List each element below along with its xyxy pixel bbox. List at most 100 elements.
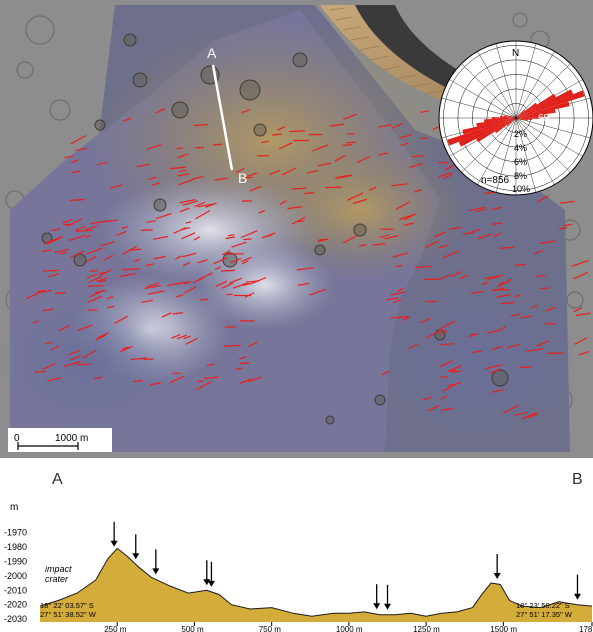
profile-arrowhead	[384, 603, 391, 610]
fracture-trace	[289, 130, 306, 133]
fracture-trace	[185, 221, 192, 224]
rose-petal	[484, 118, 516, 123]
fracture-trace	[409, 162, 423, 169]
rose-petal	[476, 118, 516, 127]
rose-ring-label-6: 6%	[514, 157, 527, 167]
fracture-trace	[428, 404, 440, 412]
fracture-trace	[380, 234, 389, 239]
fracture-trace	[192, 277, 204, 284]
fracture-trace	[291, 216, 306, 225]
x-tick-label: 1787 m	[579, 625, 593, 632]
fracture-trace	[506, 343, 520, 349]
fracture-trace	[88, 276, 101, 283]
fracture-trace	[194, 209, 211, 220]
fracture-trace	[184, 286, 197, 294]
fracture-trace	[491, 206, 503, 211]
fracture-trace	[408, 343, 418, 350]
fracture-trace	[459, 274, 468, 280]
scale-bar-start-label: 0	[14, 433, 20, 444]
profile-plot-area	[39, 547, 593, 622]
satellite-map: A B 0 1000 m N 69° 2% 4% 6% 8% 10% n=856	[0, 0, 593, 458]
fracture-trace	[26, 293, 38, 300]
fracture-trace	[513, 294, 521, 298]
profile-x-axis: 250 m 500 m 750 m 1000 m 1250 m 1500 m 1787 m	[104, 622, 593, 632]
profile-arrowhead	[152, 568, 160, 575]
fracture-trace	[228, 234, 235, 237]
fracture-trace	[75, 148, 87, 151]
fracture-trace	[37, 289, 46, 293]
fracture-trace	[95, 334, 107, 341]
fracture-trace	[213, 143, 223, 146]
fracture-trace	[99, 279, 107, 283]
rose-petal	[516, 112, 522, 118]
fracture-trace	[179, 207, 190, 213]
fracture-trace	[149, 382, 162, 386]
fracture-trace	[195, 380, 213, 391]
fracture-trace	[146, 144, 162, 150]
coord-b-line2: 27° 51' 17.35" W	[516, 610, 573, 619]
fracture-trace	[89, 270, 98, 272]
fracture-trace	[223, 344, 241, 347]
fracture-trace	[438, 244, 450, 249]
fracture-trace	[563, 223, 573, 227]
fracture-trace	[258, 210, 266, 214]
fracture-trace	[76, 363, 91, 366]
fracture-trace	[343, 113, 357, 120]
fracture-trace	[470, 333, 479, 336]
fracture-trace	[573, 271, 588, 280]
fracture-trace	[392, 299, 402, 304]
fracture-trace	[161, 312, 172, 318]
fracture-trace	[342, 144, 352, 147]
elevation-profile: A B m -1970 -1980 -1990 -2000 -2010 -2020 -203…	[4, 471, 593, 632]
fracture-trace	[356, 156, 370, 164]
fracture-trace	[384, 234, 399, 240]
fracture-trace	[42, 269, 60, 272]
fracture-trace	[514, 263, 527, 267]
fracture-trace	[500, 301, 515, 305]
fracture-trace	[121, 346, 129, 350]
fracture-trace	[439, 343, 454, 346]
profile-y-unit: m	[10, 502, 18, 513]
rose-petal	[516, 113, 548, 118]
rose-petal	[516, 90, 585, 118]
coord-a-line2: 27° 51' 38.52" W	[40, 610, 97, 619]
rose-petals	[447, 89, 585, 147]
fracture-trace	[571, 259, 589, 267]
fracture-trace	[68, 234, 86, 241]
rose-petal	[516, 102, 538, 118]
fracture-trace	[94, 376, 103, 380]
fracture-trace	[230, 257, 242, 264]
fracture-trace	[148, 176, 157, 181]
blue-unit	[0, 290, 180, 430]
x-tick-label: 750 m	[259, 625, 282, 632]
fracture-trace	[176, 153, 189, 159]
profile-arrowhead	[207, 580, 215, 587]
fracture-trace	[498, 280, 510, 285]
fracture-trace	[58, 324, 70, 332]
profile-arrowhead	[110, 540, 118, 547]
fracture-trace	[578, 350, 590, 356]
fracture-trace	[491, 222, 503, 225]
profile-y-axis: -1970 -1980 -1990 -2000 -2010 -2020 -2030	[4, 528, 27, 625]
fracture-trace	[359, 244, 367, 247]
rose-ring-label-8: 8%	[514, 171, 527, 181]
fracture-trace	[411, 155, 425, 158]
fracture-trace	[231, 241, 247, 248]
fracture-trace	[63, 360, 82, 368]
fracture-trace	[182, 252, 197, 258]
fracture-trace	[378, 124, 392, 128]
fracture-trace	[402, 316, 411, 322]
fracture-trace	[442, 383, 457, 392]
scale-bar-end-label: 1000 m	[55, 433, 88, 444]
fracture-trace	[242, 282, 251, 286]
fracture-trace	[296, 267, 314, 271]
fracture-trace	[502, 404, 519, 415]
fracture-trace	[89, 289, 105, 298]
fracture-trace	[32, 320, 39, 324]
fracture-trace	[438, 171, 453, 178]
fracture-trace	[70, 250, 85, 258]
fracture-trace	[491, 287, 505, 292]
rose-petal	[516, 117, 540, 119]
fracture-trace	[390, 316, 409, 319]
fracture-trace	[146, 282, 160, 288]
